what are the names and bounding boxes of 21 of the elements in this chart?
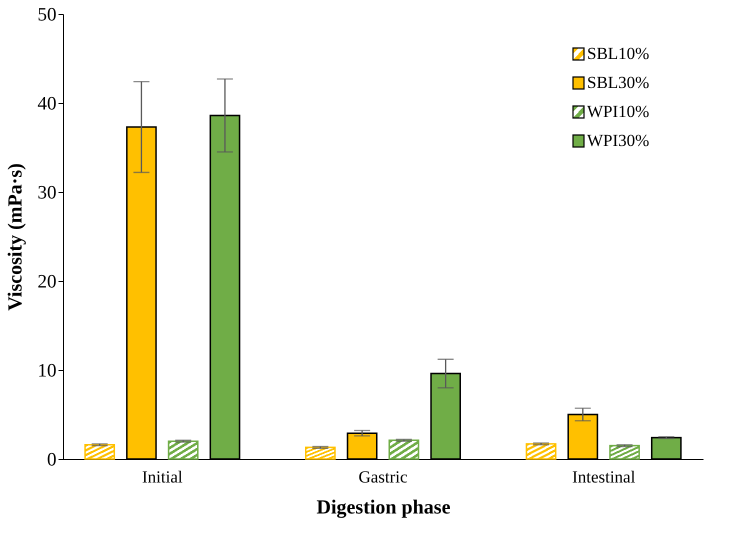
bar — [84, 444, 116, 460]
bar — [609, 444, 640, 460]
legend-label: WPI30% — [587, 131, 650, 150]
x-tick-label: Intestinal — [572, 468, 636, 486]
y-tick-label: 40 — [38, 94, 56, 114]
y-tick-label: 20 — [38, 272, 56, 292]
y-axis-title: Viscosity (mPa·s) — [4, 163, 26, 311]
legend-label: SBL30% — [587, 73, 650, 92]
x-axis-title: Digestion phase — [316, 496, 451, 518]
y-tick-label: 10 — [38, 360, 56, 382]
bar — [305, 446, 336, 460]
y-tick-label: 30 — [38, 182, 56, 204]
legend-label: WPI10% — [587, 102, 650, 121]
bar — [168, 440, 199, 460]
bar — [388, 440, 420, 460]
bar — [526, 443, 556, 460]
x-tick-label: Gastric — [358, 468, 408, 486]
x-tick-label: Initial — [142, 468, 183, 486]
legend-label: SBL10% — [587, 44, 650, 63]
y-tick-label: 0 — [47, 450, 56, 470]
y-tick-label: 50 — [38, 4, 56, 26]
